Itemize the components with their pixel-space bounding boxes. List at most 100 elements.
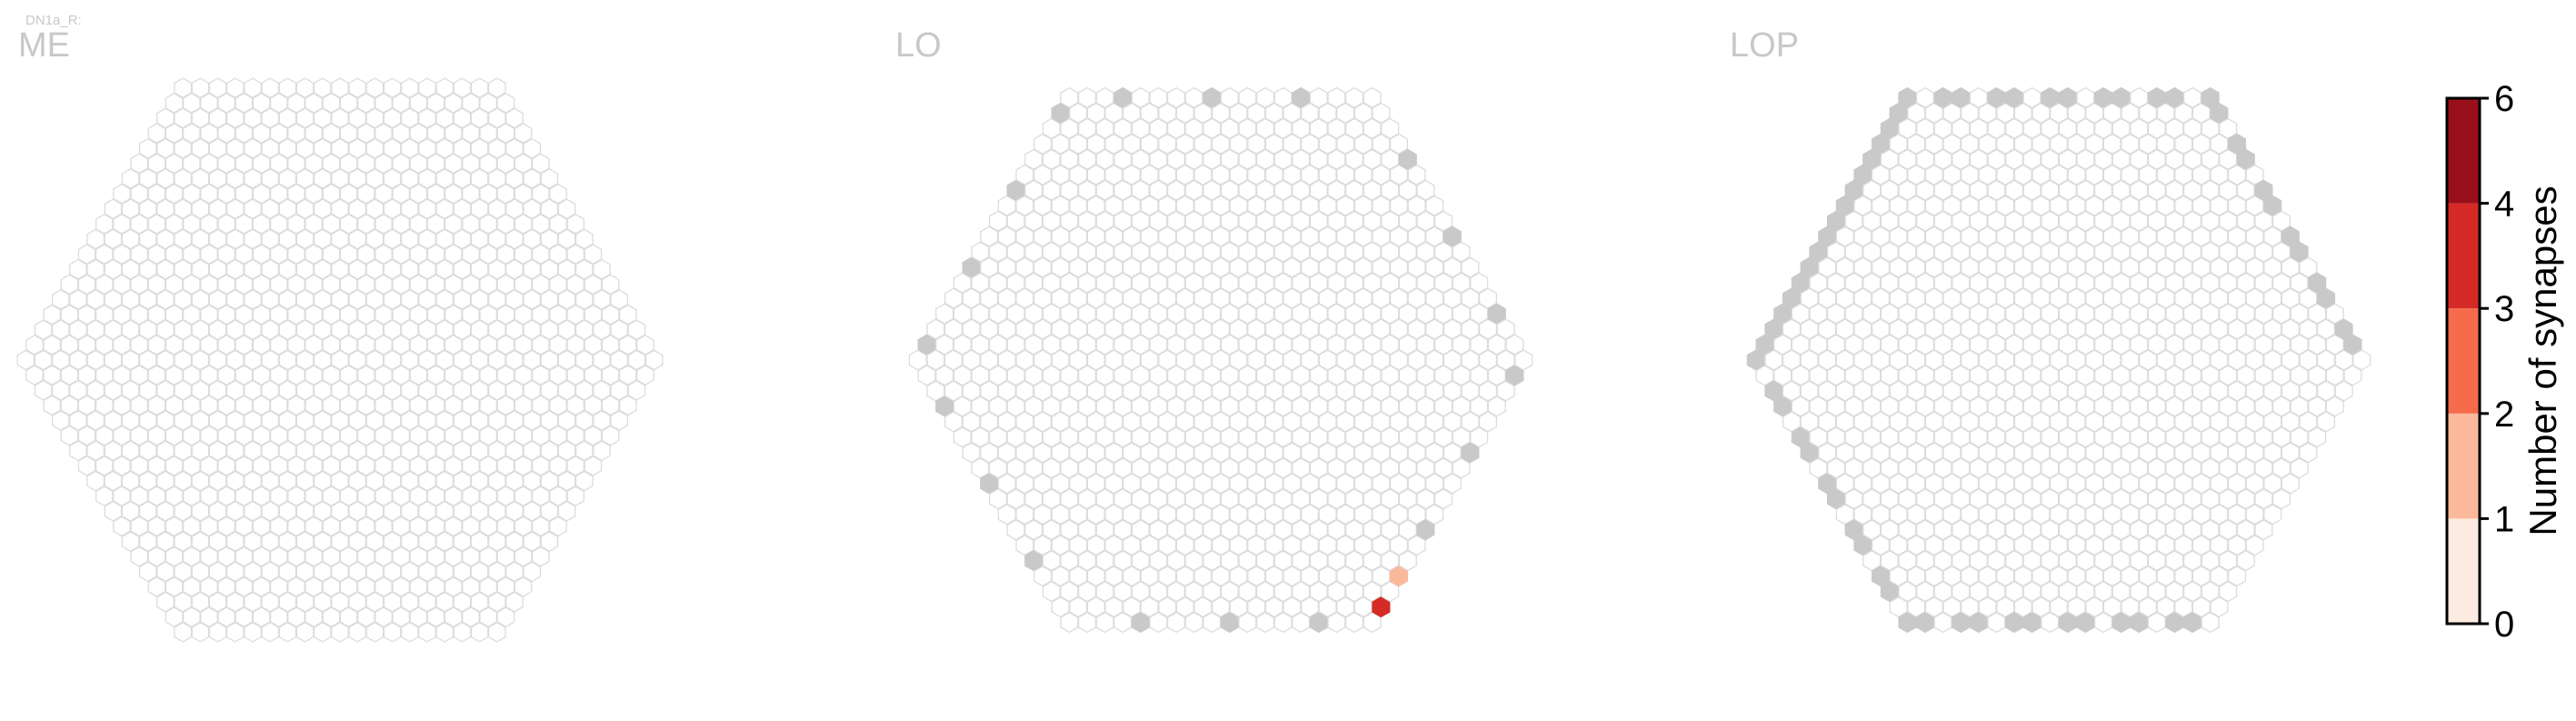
hex-cell-lo (1051, 566, 1070, 587)
hex-cell-me (331, 228, 349, 250)
hex-cell-boundary-lop (2093, 86, 2113, 109)
hex-cell-lo (1166, 210, 1186, 232)
hex-cell-lo (980, 349, 999, 371)
hex-cell-lo (1175, 473, 1194, 495)
hex-cell-lo (1264, 164, 1283, 185)
hex-cell-lop (2032, 102, 2051, 125)
hex-cell-me (322, 244, 341, 265)
hex-cell-me (208, 198, 227, 220)
hex-cell-lo (1069, 504, 1088, 526)
hex-cell-boundary-lop (1853, 164, 1872, 185)
hex-cell-lo (1452, 334, 1471, 355)
hex-cell-lo (1407, 442, 1426, 464)
hex-cell-me (235, 244, 254, 265)
hex-cell-lop (1880, 334, 1899, 355)
hex-cell-lop (2182, 272, 2202, 294)
hex-cell-me (392, 516, 411, 537)
hex-cell-lop (2165, 303, 2184, 325)
hex-cell-lop (2210, 504, 2229, 526)
hex-cell-lop (2147, 550, 2166, 572)
hex-cell-lo (1122, 504, 1142, 526)
hex-cell-me (470, 531, 489, 552)
hex-cell-lo (1309, 396, 1328, 417)
hex-cell-me (462, 183, 480, 205)
hex-cell-lop (2147, 117, 2166, 140)
hex-cell-me (244, 77, 262, 99)
panel-title-me: ME (18, 26, 70, 65)
hex-cell-lop (1907, 164, 1926, 185)
hex-cell-lop (2093, 611, 2113, 634)
hex-cell-lop (2192, 380, 2211, 402)
hex-cell-lop (2236, 272, 2255, 294)
hex-cell-lo (1033, 318, 1053, 340)
hex-cell-lop (2263, 380, 2282, 402)
hex-cell-boundary-lop (1764, 318, 1783, 340)
hex-cell-lo (1336, 380, 1355, 402)
hex-cell-me (479, 456, 498, 476)
hex-cell-lop (2219, 550, 2238, 572)
hex-cell-me (295, 440, 315, 462)
hex-cell-lo (1407, 256, 1426, 278)
hex-cell-lop (1952, 334, 1971, 355)
hex-cell-me (217, 213, 236, 235)
hex-cell-lo (1113, 488, 1133, 510)
hex-cell-lop (2085, 256, 2104, 278)
hex-cell-me (217, 576, 236, 597)
hex-cell-me (43, 334, 62, 355)
hex-cell-lop (2085, 380, 2104, 402)
hex-cell-me (261, 107, 280, 129)
hex-cell-me (505, 228, 524, 250)
hex-cell-lo (1381, 272, 1400, 294)
hex-cell-me (523, 137, 542, 159)
hex-cell-me (313, 228, 332, 250)
hex-cell-lo (1381, 580, 1400, 603)
hex-cell-lo (1203, 210, 1222, 232)
hex-cell-me (208, 77, 227, 99)
hex-cell-lop (2067, 380, 2086, 402)
hex-cell-lo (1292, 457, 1311, 479)
hex-cell-lo (1122, 318, 1142, 340)
hex-cell-me (435, 289, 454, 310)
hex-cell-me (244, 561, 262, 583)
hex-cell-lop (2245, 504, 2264, 526)
hex-cell-lo (1220, 396, 1239, 417)
hex-cell-me (409, 606, 428, 628)
hex-cell-lo (1122, 102, 1142, 125)
hex-cell-lop (1835, 411, 1854, 433)
hex-cell-lo (1229, 133, 1248, 155)
hex-cell-lo (1033, 473, 1053, 495)
hex-cell-lo (1273, 334, 1293, 355)
hex-cell-me (470, 168, 489, 189)
hex-cell-lo (1238, 272, 1257, 294)
hex-cell-lop (1880, 396, 1899, 417)
hex-cell-lo (1086, 411, 1105, 433)
hex-cell-lo (1015, 380, 1034, 402)
hex-cell-me (505, 319, 524, 341)
hex-cell-lo (1131, 117, 1150, 140)
hex-cell-me (339, 425, 358, 446)
hex-cell-lop (2156, 473, 2175, 495)
hex-cell-me (462, 516, 480, 537)
hex-cell-lop (1915, 210, 1935, 232)
hex-cell-lop (2013, 566, 2032, 587)
hex-cell-lop (2165, 148, 2184, 170)
hex-cell-me (278, 500, 297, 522)
hex-cell-lop (2102, 133, 2122, 155)
hex-cell-lo (1381, 303, 1400, 325)
hex-cell-lo (1158, 504, 1177, 526)
hex-cell-me (261, 137, 280, 159)
hex-cell-lo (1452, 365, 1471, 386)
hex-cell-me (261, 168, 280, 189)
hex-cell-lop (2112, 488, 2131, 510)
hex-cell-lo (1389, 133, 1409, 155)
hex-cell-me (418, 349, 436, 371)
hex-cell-me (322, 546, 341, 567)
hex-cell-me (104, 470, 123, 492)
hex-cell-lo (1363, 519, 1382, 541)
hex-cell-me (374, 516, 393, 537)
hex-cell-lo (1514, 349, 1533, 371)
hex-cell-lop (1924, 225, 1943, 247)
hex-cell-me (574, 440, 594, 462)
hex-cell-me (566, 274, 585, 295)
hex-cell-lo (1318, 504, 1337, 526)
